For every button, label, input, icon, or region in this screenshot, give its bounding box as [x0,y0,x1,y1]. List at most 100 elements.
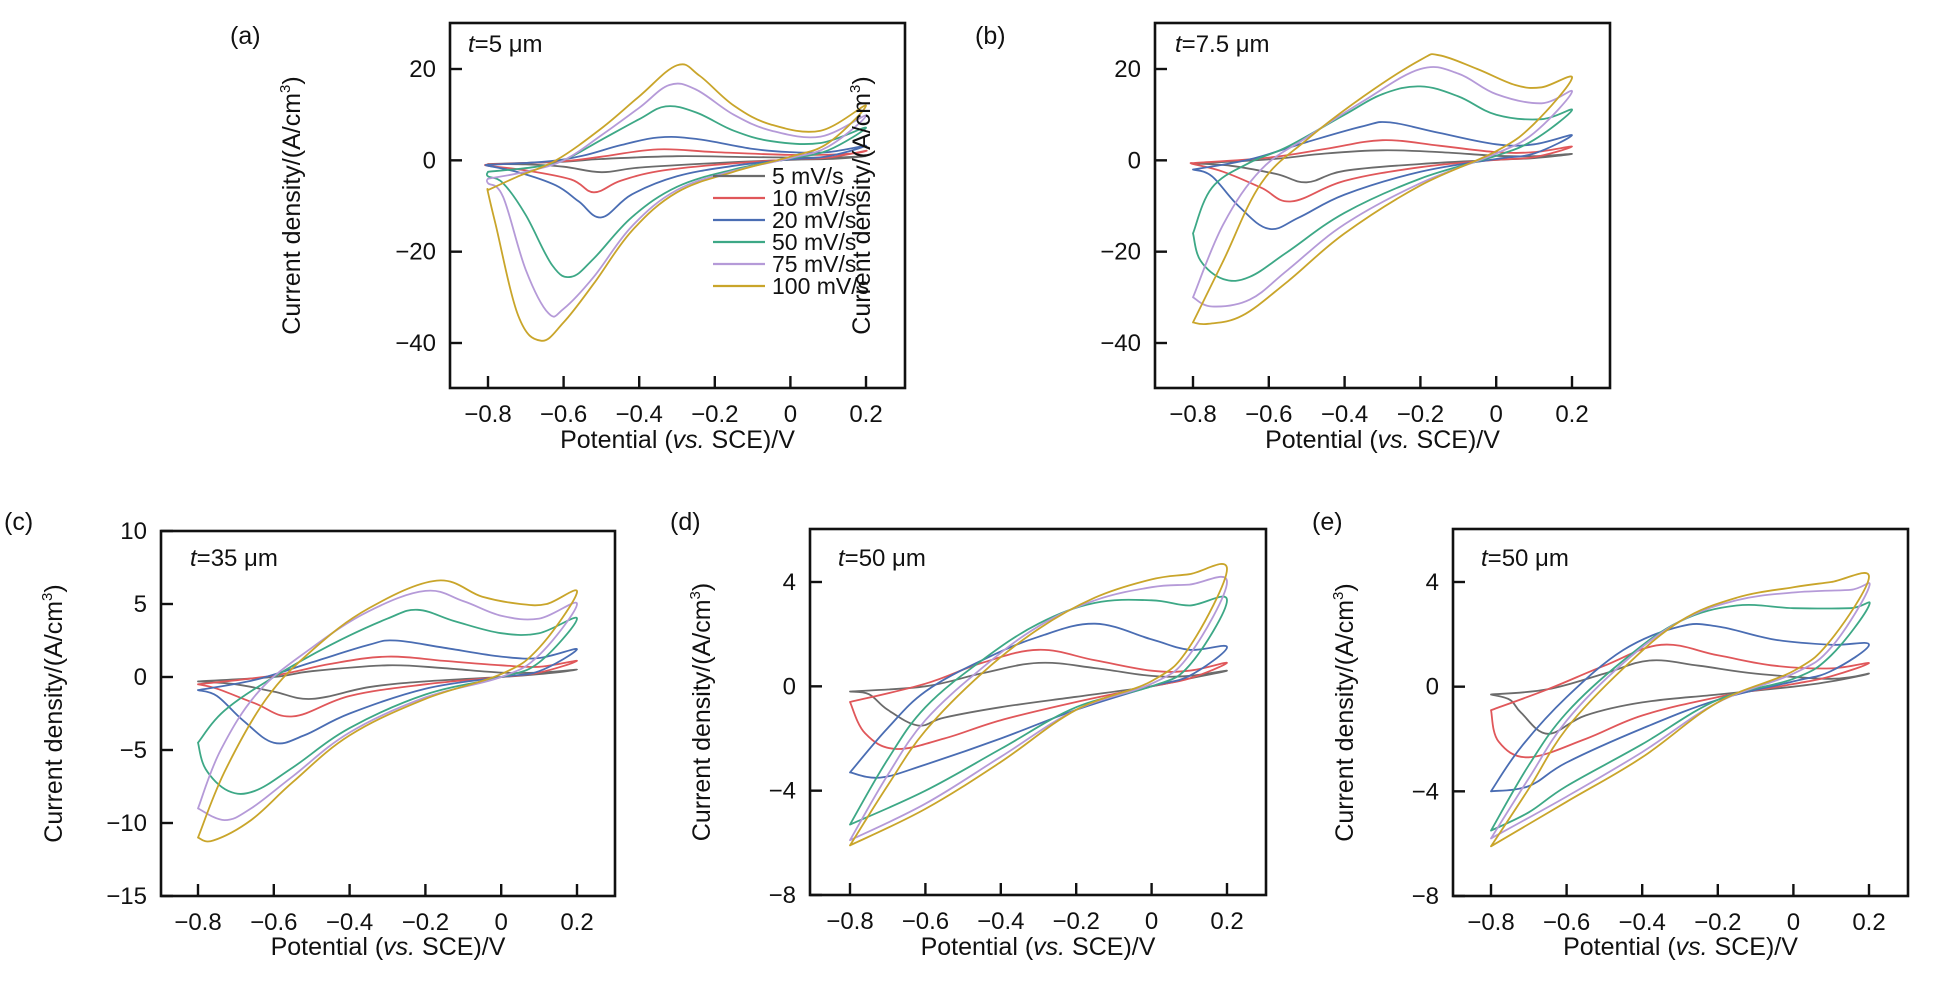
series-100-mv-s [1490,572,1870,848]
panel-b: (b) −0.8 −0.6 −0.4 −0.2 0 0.2 20 0 −20 −40 Potentia… [847,21,1612,454]
y-tick-label: 10 [120,518,147,545]
legend-label: 5 mV/s [772,163,844,189]
series-10-mv-s [197,655,578,718]
y-tick-label: 4 [1426,569,1439,596]
x-tick-label: −0.6 [540,401,587,428]
series-5-mv-s [197,664,578,700]
series-20-mv-s [1490,623,1870,793]
x-tick-label: −0.4 [1619,909,1666,936]
x-tick-label: −0.6 [1543,909,1590,936]
x-tick-label: 0 [1145,908,1158,935]
plot-frame [1153,21,1612,390]
x-tick-label: −0.4 [616,401,663,428]
y-tick-label: −15 [106,883,147,910]
x-tick-label: 0.2 [1852,909,1885,936]
series-50-mv-s [1192,85,1573,282]
plot-frame [808,527,1268,897]
y-tick-label: −8 [769,882,796,909]
x-tick-label: −0.6 [250,909,297,936]
y-axis-label: Current density/(A/cm3) [1330,583,1359,841]
series-5-mv-s [1192,149,1573,184]
thickness-annotation: t=5 μm [468,31,543,58]
x-tick-label: −0.4 [326,909,373,936]
y-tick-label: 0 [1426,674,1439,701]
series-10-mv-s [1189,139,1573,203]
y-tick-label: −20 [395,239,436,266]
y-tick-label: 0 [783,673,796,700]
x-tick-label: −0.8 [1467,909,1514,936]
y-tick-label: −20 [1100,239,1141,266]
y-tick-label: −5 [120,737,147,764]
thickness-annotation: t=50 μm [838,545,926,572]
y-axis-label: Current density/(A/cm3) [847,76,876,334]
panel-d: (d) −0.8 −0.6 −0.4 −0.2 0 0.2 4 0 −4 −8 Potential (… [670,508,1268,961]
series-100-mv-s [849,563,1228,847]
y-tick-label: 0 [1128,147,1141,174]
x-tick-label: 0 [784,401,797,428]
curves [484,63,868,342]
y-tick-label: 4 [783,569,796,596]
x-tick-label: 0 [1490,401,1503,428]
x-tick-label: −0.2 [1053,908,1100,935]
curves [849,563,1228,847]
x-tick-label: −0.8 [174,909,221,936]
series-5-mv-s [487,155,867,174]
x-tick-label: 0 [1787,909,1800,936]
thickness-annotation: t=7.5 μm [1175,31,1270,58]
series-50-mv-s [849,595,1228,826]
thickness-annotation: t=50 μm [1481,545,1569,572]
legend-label: 75 mV/s [772,251,856,277]
y-axis-label: Current density/(A/cm3) [687,583,716,841]
series-75-mv-s [1490,582,1871,840]
y-axis-label: Current density/(A/cm3) [39,584,68,842]
panel-c: (c) −0.8 −0.6 −0.4 −0.2 0 0.2 10 5 0 −5 −10 −15 Poten… [4,508,617,961]
x-axis-label: Potential (vs. SCE)/V [1265,426,1500,454]
x-axis-label: Potential (vs. SCE)/V [271,933,506,961]
x-tick-label: −0.2 [402,909,449,936]
series-50-mv-s [485,105,867,279]
plot-frame [448,21,907,390]
series-10-mv-s [1490,643,1870,759]
series-10-mv-s [849,648,1228,750]
x-tick-label: −0.6 [902,908,949,935]
series-75-mv-s [849,576,1228,842]
y-tick-label: −40 [395,330,436,357]
series-50-mv-s [1490,601,1871,832]
legend-label: 50 mV/s [772,229,856,255]
panel-letter: (b) [975,22,1006,50]
series-100-mv-s [1192,53,1573,326]
series-50-mv-s [197,608,578,795]
y-tick-label: 20 [409,56,436,83]
y-tick-label: −40 [1100,330,1141,357]
y-tick-label: 0 [134,664,147,691]
x-tick-label: 0.2 [849,401,882,428]
y-tick-label: 0 [423,147,436,174]
y-tick-label: −4 [769,778,796,805]
x-tick-label: −0.8 [464,401,511,428]
x-tick-label: 0 [495,909,508,936]
x-axis-label: Potential (vs. SCE)/V [560,426,795,454]
panel-a: (a) −0.8 −0.6 −0.4 −0.2 0 0.2 20 0 −20 −40 Potentia… [230,21,907,454]
x-tick-label: −0.8 [1169,401,1216,428]
legend-label: 100 mV/s [772,273,869,299]
series-75-mv-s [485,82,867,318]
y-tick-label: 20 [1114,56,1141,83]
x-axis-label: Potential (vs. SCE)/V [1563,933,1798,961]
panel-letter: (d) [670,508,701,536]
x-tick-label: −0.4 [977,908,1024,935]
series-75-mv-s [1192,66,1573,308]
series-20-mv-s [1192,121,1573,231]
x-tick-label: −0.8 [826,908,873,935]
x-tick-label: 0.2 [1210,908,1243,935]
panel-letter: (c) [4,508,33,536]
curves [197,579,578,843]
y-tick-label: 5 [134,591,147,618]
x-tick-label: −0.2 [691,401,738,428]
y-axis-label: Current density/(A/cm3) [277,76,306,334]
legend-label: 20 mV/s [772,207,856,233]
x-tick-label: −0.6 [1245,401,1292,428]
series-100-mv-s [197,579,578,843]
curves [1490,572,1871,848]
